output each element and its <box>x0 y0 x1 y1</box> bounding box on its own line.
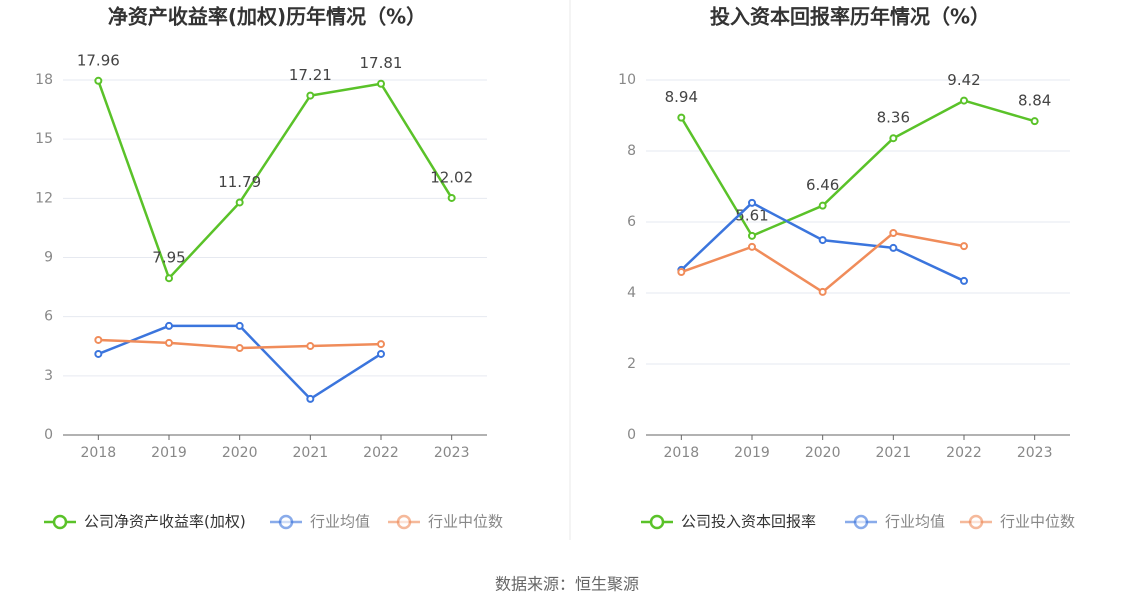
data-point <box>889 229 898 238</box>
x-tick-label: 2020 <box>805 445 841 461</box>
y-tick-label: 8 <box>627 143 636 159</box>
data-point <box>377 340 385 349</box>
legend-icon <box>968 514 984 530</box>
legend-label: 公司净资产收益率(加权) <box>84 513 246 531</box>
data-point <box>1030 117 1039 126</box>
data-point <box>677 268 686 277</box>
legend-icon <box>396 514 412 530</box>
data-point <box>165 338 173 347</box>
x-tick-label: 2021 <box>876 445 912 461</box>
y-tick-label: 6 <box>627 214 636 230</box>
data-label: 8.94 <box>665 88 698 106</box>
series-line <box>97 324 382 401</box>
data-label: 17.96 <box>77 51 120 69</box>
data-point <box>960 242 968 251</box>
y-tick-label: 6 <box>44 309 53 325</box>
data-label: 9.42 <box>947 71 980 89</box>
data-point <box>748 231 756 240</box>
legend-label: 行业均值 <box>885 513 945 531</box>
legend-label: 行业均值 <box>310 513 370 531</box>
x-tick-label: 2023 <box>434 445 470 461</box>
data-point <box>94 335 103 344</box>
series-line <box>680 99 1036 238</box>
data-point <box>960 96 968 105</box>
data-point <box>748 242 756 251</box>
legend-icon <box>853 514 869 530</box>
data-label: 17.21 <box>289 66 332 84</box>
y-tick-label: 3 <box>44 368 53 384</box>
data-point <box>94 349 103 358</box>
x-tick-label: 2023 <box>1017 445 1053 461</box>
series-line <box>97 80 453 281</box>
data-point <box>818 287 827 296</box>
data-point <box>818 201 827 210</box>
data-label: 11.79 <box>218 173 261 191</box>
x-tick-label: 2021 <box>293 445 329 461</box>
legend-icon <box>649 514 665 530</box>
x-tick-label: 2018 <box>664 445 700 461</box>
data-point <box>889 243 898 252</box>
data-label: 17.81 <box>360 54 403 72</box>
x-tick-label: 2018 <box>81 445 117 461</box>
data-point <box>165 321 173 330</box>
data-point <box>306 342 315 351</box>
legend-label: 公司投入资本回报率 <box>681 513 816 531</box>
source: 数据来源：恒生聚源 <box>495 575 639 594</box>
data-point <box>165 274 173 283</box>
y-tick-label: 10 <box>618 72 636 88</box>
x-tick-label: 2022 <box>363 445 399 461</box>
data-point <box>235 344 244 353</box>
chart-title: 投入资本回报率历年情况（%） <box>710 5 990 29</box>
y-tick-label: 18 <box>35 72 53 88</box>
y-tick-label: 2 <box>627 356 636 372</box>
y-tick-label: 9 <box>44 250 53 266</box>
data-label: 12.02 <box>430 168 473 186</box>
y-tick-label: 15 <box>35 131 53 147</box>
data-point <box>306 394 315 403</box>
data-point <box>447 193 456 202</box>
y-tick-label: 12 <box>35 190 53 206</box>
legend-label: 行业中位数 <box>428 513 503 531</box>
data-label: 8.84 <box>1018 92 1051 110</box>
y-tick-label: 0 <box>627 427 636 443</box>
x-tick-label: 2022 <box>946 445 982 461</box>
data-point <box>818 236 827 245</box>
chart-title: 净资产收益率(加权)历年情况（%） <box>108 5 426 29</box>
data-point <box>306 91 315 100</box>
x-tick-label: 2020 <box>222 445 258 461</box>
data-point <box>748 198 756 207</box>
data-point <box>960 276 968 285</box>
data-label: 8.36 <box>877 109 910 127</box>
data-point <box>377 349 385 358</box>
x-tick-label: 2019 <box>151 445 187 461</box>
data-point <box>235 198 244 207</box>
y-tick-label: 0 <box>44 427 53 443</box>
legend-icon <box>52 514 68 530</box>
x-tick-label: 2019 <box>734 445 770 461</box>
data-point <box>677 113 686 122</box>
data-point <box>377 79 385 88</box>
data-point <box>94 76 103 85</box>
data-label: 6.46 <box>806 176 839 194</box>
data-label: 7.95 <box>152 249 185 267</box>
legend-label: 行业中位数 <box>1000 513 1075 531</box>
data-point <box>889 134 898 143</box>
legend-icon <box>278 514 294 530</box>
y-tick-label: 4 <box>627 285 636 301</box>
data-point <box>235 321 244 330</box>
